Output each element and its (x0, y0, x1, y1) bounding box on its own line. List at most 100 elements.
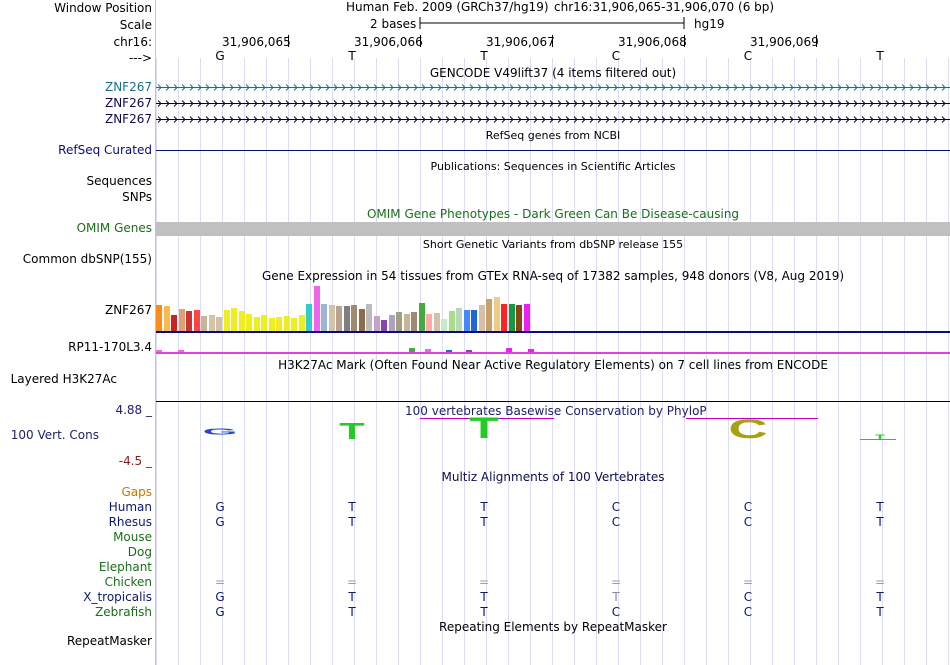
alignment-base: T (480, 515, 488, 529)
gtex-tissue-bar[interactable] (493, 297, 500, 331)
conservation-logo-base[interactable]: T (339, 417, 365, 445)
gtex-tissue-bar[interactable] (433, 313, 440, 331)
gtex-tissue-bar[interactable] (216, 317, 222, 331)
gtex-tissue-bar-2[interactable] (425, 349, 431, 352)
gtex-tissue-bar[interactable] (283, 316, 290, 331)
gtex-tissue-bar[interactable] (306, 304, 312, 331)
species-label[interactable]: Human (108, 500, 152, 514)
species-label[interactable]: Zebrafish (95, 605, 152, 619)
gtex-tissue-bar[interactable] (471, 310, 477, 331)
conservation-logo-base[interactable]: T (469, 412, 499, 445)
omim-feature[interactable] (156, 222, 950, 236)
gencode-transcript-line[interactable] (156, 99, 950, 108)
gtex-tissue-bar[interactable] (193, 310, 200, 331)
gtex-tissue-bar[interactable] (501, 304, 507, 331)
gencode-transcript-line[interactable] (156, 115, 950, 124)
gtex-tissue-bar[interactable] (321, 304, 327, 331)
repeatmasker-track-label[interactable]: RepeatMasker (66, 634, 152, 648)
gtex-tissue-bar[interactable] (448, 311, 455, 331)
gtex-tissue-bar[interactable] (276, 317, 282, 331)
gtex-tissue-bar[interactable] (396, 312, 402, 331)
gtex-tissue-bar[interactable] (358, 309, 365, 331)
gtex-tissue-bar-2[interactable] (178, 350, 184, 352)
gtex-tissue-bar[interactable] (411, 312, 417, 331)
gtex-tissue-bar[interactable] (268, 318, 275, 331)
gtex-tissue-bar[interactable] (381, 320, 387, 331)
gtex-tissue-bar[interactable] (523, 304, 530, 331)
conservation-logo-base[interactable]: C (728, 413, 768, 445)
species-label[interactable]: X_tropicalis (83, 590, 152, 604)
gencode-item-label-3[interactable]: ZNF267 (104, 112, 152, 126)
alignment-base: C (743, 515, 753, 529)
gtex-tissue-bar-2[interactable] (409, 348, 415, 352)
gtex-tissue-bar-2[interactable] (528, 349, 534, 352)
gtex-tissue-bar[interactable] (373, 316, 380, 331)
gtex-gene-label[interactable]: ZNF267 (104, 303, 152, 317)
gtex-tissue-bar[interactable] (336, 306, 342, 331)
gencode-transcript-line[interactable] (156, 83, 950, 92)
gtex-tissue-bar[interactable] (418, 303, 425, 331)
gtex-tissue-bar[interactable] (291, 318, 297, 331)
conservation-logo-base[interactable]: T (875, 433, 885, 442)
ruler-tick-label: 31,906,069 (750, 35, 819, 49)
gtex-tissue-bar-2[interactable] (506, 348, 512, 352)
gtex-gene-line[interactable] (156, 331, 950, 333)
omim-track-label[interactable]: OMIM Genes (76, 221, 152, 235)
gtex-gene-line-2[interactable] (156, 352, 950, 354)
gtex-tissue-bar[interactable] (171, 315, 177, 331)
species-label[interactable]: Dog (127, 545, 152, 559)
gtex-tissue-bar[interactable] (208, 315, 215, 331)
gtex-tissue-bar[interactable] (516, 305, 522, 331)
species-label[interactable]: Gaps (121, 485, 152, 499)
species-label[interactable]: Chicken (104, 575, 152, 589)
gtex-tissue-bar[interactable] (403, 314, 410, 331)
gtex-tissue-bar[interactable] (388, 315, 395, 331)
gtex-tissue-bar[interactable] (343, 306, 350, 331)
gtex-tissue-bar[interactable] (426, 314, 432, 331)
conservation-track-label[interactable]: 100 Vert. Cons (10, 428, 99, 442)
gtex-tissue-bar[interactable] (313, 286, 320, 331)
gtex-tissue-bar[interactable] (231, 308, 237, 331)
gtex-tissue-bar[interactable] (261, 315, 267, 331)
h3k27ac-track-label[interactable]: Layered H3K27Ac (10, 372, 117, 386)
gtex-tissue-bar-2[interactable] (156, 350, 162, 352)
gtex-tissue-bar[interactable] (178, 309, 185, 331)
snps-track-label[interactable]: SNPs (122, 190, 152, 204)
gtex-tissue-bar[interactable] (328, 305, 335, 331)
gtex-tissue-bar[interactable] (223, 310, 230, 331)
base-ruler[interactable] (156, 0, 950, 52)
gtex-tissue-bar[interactable] (463, 310, 470, 331)
species-label[interactable]: Elephant (98, 560, 152, 574)
refseq-track-label[interactable]: RefSeq Curated (58, 143, 152, 157)
gtex-tissue-bar[interactable] (366, 304, 372, 331)
gtex-tissue-bar[interactable] (186, 311, 192, 331)
gtex-tissue-bar[interactable] (298, 315, 305, 331)
species-label[interactable]: Rhesus (108, 515, 152, 529)
sequences-track-label[interactable]: Sequences (86, 174, 152, 188)
gencode-item-label-1[interactable]: ZNF267 (104, 80, 152, 94)
species-label[interactable]: Mouse (113, 530, 152, 544)
gtex-tissue-bar[interactable] (478, 305, 485, 331)
refseq-feature[interactable] (156, 150, 950, 151)
gtex-tissue-bar[interactable] (486, 299, 492, 331)
ruler-tick-mark (552, 35, 553, 47)
gtex-tissue-bar[interactable] (246, 314, 252, 331)
gencode-item-label-2[interactable]: ZNF267 (104, 96, 152, 110)
gtex-tissue-bar[interactable] (456, 308, 462, 331)
alignment-base: T (876, 605, 884, 619)
gtex-tissue-bar[interactable] (163, 306, 170, 331)
gtex-tissue-bar[interactable] (238, 311, 245, 331)
gtex-gene-label-2[interactable]: RP11-170L3.4 (68, 340, 152, 354)
gtex-tissue-bar-2[interactable] (466, 350, 472, 352)
position-text[interactable]: chr16:31,906,065-31,906,070 (6 bp) (554, 0, 775, 14)
dbsnp-track-label[interactable]: Common dbSNP(155) (22, 252, 152, 266)
gtex-tissue-bar[interactable] (253, 317, 260, 331)
gtex-tissue-bar[interactable] (201, 316, 207, 331)
gtex-tissue-bar-2[interactable] (446, 350, 452, 352)
conservation-logo-base[interactable]: G (202, 427, 238, 437)
gtex-tissue-bar[interactable] (156, 305, 162, 331)
gtex-tissue-bar[interactable] (351, 305, 357, 331)
gtex-tissue-bar[interactable] (441, 319, 447, 331)
gtex-tissue-bar[interactable] (508, 304, 515, 331)
